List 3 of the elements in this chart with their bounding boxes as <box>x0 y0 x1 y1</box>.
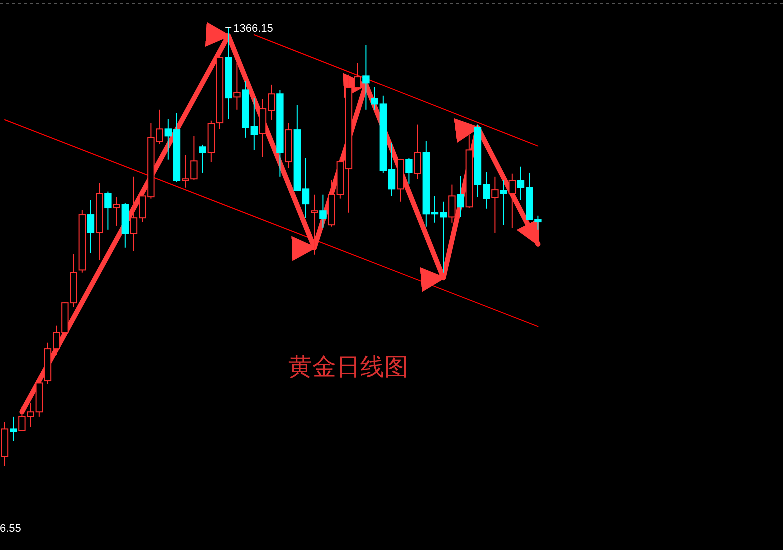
text: 6.55 <box>0 523 22 535</box>
annotation: 1366.15 <box>234 23 274 35</box>
text: 黄金日线图 <box>288 355 408 381</box>
